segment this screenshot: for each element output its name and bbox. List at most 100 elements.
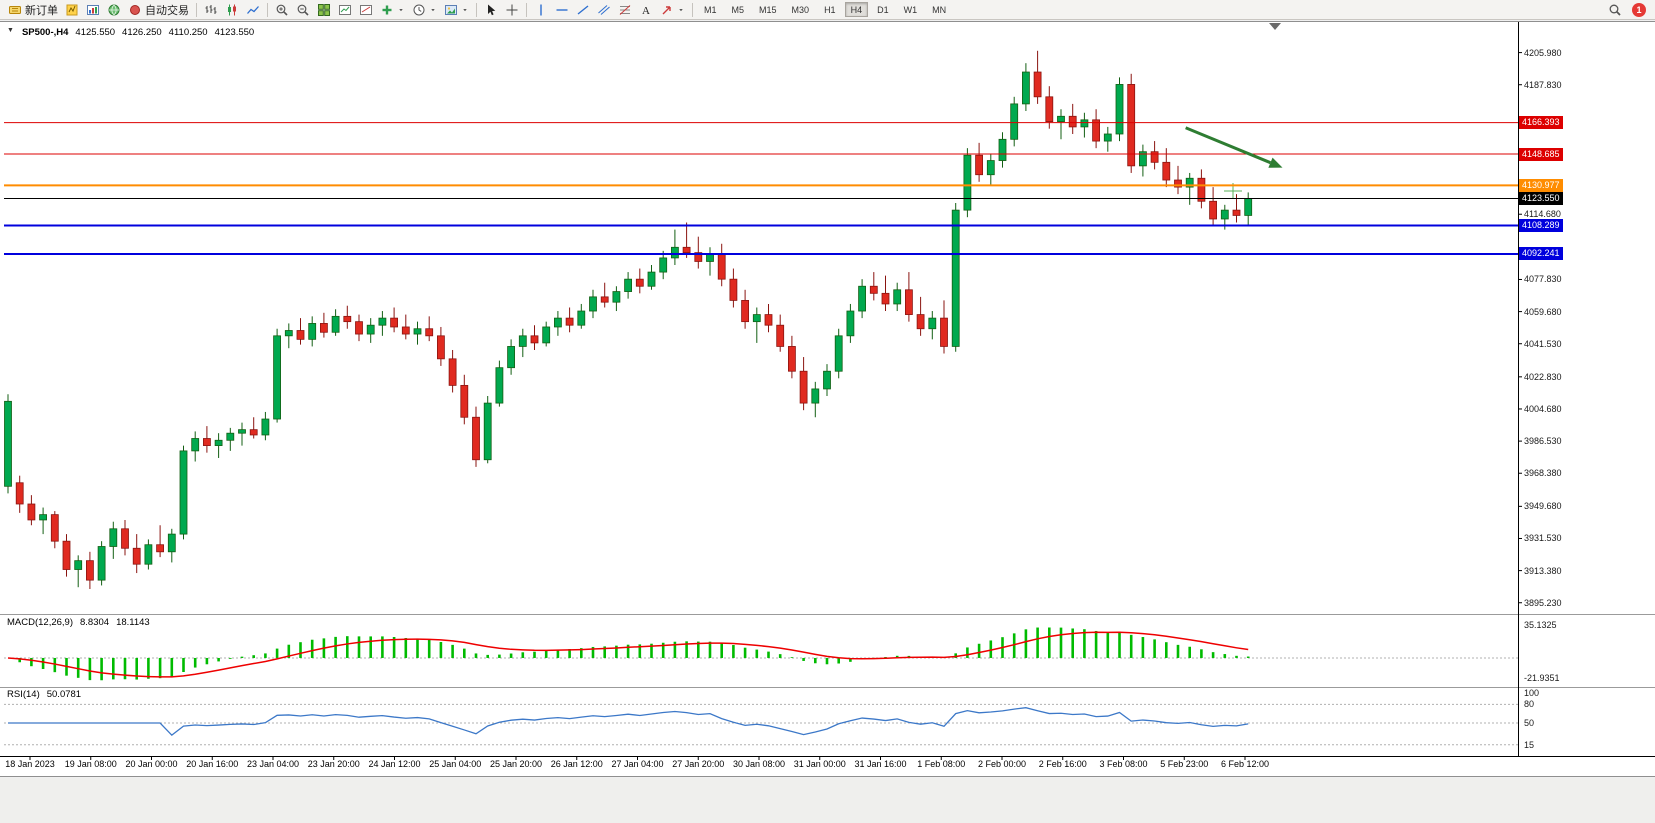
trendline-button[interactable] [573, 1, 593, 19]
rsi-level-label: 80 [1524, 699, 1535, 710]
arrow-object-icon [660, 3, 674, 17]
new-order-button[interactable]: 新订单 [5, 1, 61, 19]
candlestick-icon [225, 3, 239, 17]
price-lines[interactable] [4, 122, 1518, 255]
new-chart-button[interactable] [83, 1, 103, 19]
time-axis-label: 27 Jan 20:00 [672, 759, 725, 769]
indicators-window-button[interactable] [335, 1, 355, 19]
price-axis-label: 3986.530 [1524, 436, 1562, 447]
caret-down-icon [461, 3, 469, 17]
workspace-background [0, 778, 1655, 823]
price-axis-label: 3949.680 [1524, 501, 1562, 512]
auto-trading-button[interactable]: 自动交易 [125, 1, 192, 19]
new-chart-icon [86, 3, 100, 17]
zoom-in-button[interactable] [272, 1, 292, 19]
timeframe-m15-button[interactable]: M15 [759, 5, 777, 15]
zoom-in-icon [275, 3, 289, 17]
price-axis-label: 3913.380 [1524, 565, 1562, 576]
chart-shift-marker[interactable] [1269, 23, 1281, 30]
crosshair-button[interactable] [502, 1, 522, 19]
metaeditor-button[interactable] [62, 1, 82, 19]
price-line-label[interactable]: 4092.241 [1519, 247, 1563, 261]
timeframe-h4-button[interactable]: H4 [844, 2, 869, 17]
timeframe-mn-button[interactable]: MN [932, 5, 947, 15]
macd-signal-value: 18.1143 [116, 617, 150, 628]
templates-button[interactable] [441, 1, 472, 19]
time-axis-label: 23 Jan 04:00 [246, 759, 300, 769]
time-axis-label: 5 Feb 23:00 [1160, 759, 1209, 769]
rsi-level-label: 50 [1524, 718, 1535, 728]
trend-arrow-annotation[interactable] [1185, 126, 1283, 168]
price-line-label[interactable]: 4148.685 [1519, 147, 1563, 161]
timeframe-d1-button[interactable]: D1 [877, 5, 889, 15]
objects-list-button[interactable] [356, 1, 376, 19]
bar-chart-icon [204, 3, 218, 17]
metaeditor-icon [65, 3, 79, 17]
macd-scale-min: -21.9351 [1524, 673, 1560, 684]
vertical-line-button[interactable] [531, 1, 551, 19]
toolbar-separator [267, 2, 268, 17]
add-indicator-button[interactable] [377, 1, 408, 19]
equidistant-channel-button[interactable] [594, 1, 614, 19]
tile-windows-button[interactable] [314, 1, 334, 19]
search-button[interactable] [1605, 1, 1625, 19]
timeframe-w1-button[interactable]: W1 [903, 5, 918, 15]
horizontal-line-button[interactable] [552, 1, 572, 19]
cursor-icon [484, 3, 498, 17]
text-icon: A [639, 3, 653, 17]
profiles-button[interactable] [104, 1, 124, 19]
time-axis-label: 23 Jan 20:00 [307, 759, 360, 769]
macd-main-value: 8.8304 [80, 617, 110, 628]
rsi-name: RSI(14) [7, 689, 40, 700]
price-line-label[interactable]: 4108.289 [1519, 219, 1563, 233]
price-axis-label: 4187.830 [1524, 79, 1562, 90]
order-ticket-icon [8, 3, 22, 17]
tile-windows-icon [317, 3, 331, 17]
timeframe-m5-button[interactable]: M5 [731, 5, 745, 15]
fibonacci-button[interactable] [615, 1, 635, 19]
time-axis-label: 19 Jan 08:00 [64, 759, 117, 769]
notification-badge[interactable]: 1 [1632, 2, 1646, 17]
timeframe-m1-button[interactable]: M1 [704, 5, 717, 15]
arrows-button[interactable] [657, 1, 688, 19]
rsi-level-label: 15 [1524, 739, 1535, 750]
time-axis-label: 24 Jan 12:00 [368, 759, 421, 769]
price-axis-label: 4077.830 [1524, 274, 1562, 285]
timeframe-m30-button[interactable]: M30 [791, 5, 810, 15]
fibonacci-icon [618, 3, 632, 17]
price-line-label[interactable]: 4166.393 [1519, 116, 1563, 130]
candles-series [4, 50, 1253, 589]
line-chart-mode-button[interactable] [243, 1, 263, 19]
caret-down-icon [397, 3, 405, 17]
text-label-button[interactable]: A [636, 1, 656, 19]
cursor-button[interactable] [481, 1, 501, 19]
periods-button[interactable] [409, 1, 440, 19]
rsi-value: 50.0781 [46, 689, 82, 700]
svg-text:A: A [642, 5, 650, 17]
rsi-line [8, 707, 1249, 737]
zoom-out-button[interactable] [293, 1, 313, 19]
time-axis-label: 25 Jan 04:00 [429, 759, 482, 769]
time-axis-label: 18 Jan 2023 [5, 759, 55, 769]
template-icon [444, 3, 458, 17]
chart-ohlc-header: ▼ SP500-,H4 4125.550 4126.250 4110.250 4… [7, 27, 254, 38]
price-line-label[interactable]: 4123.550 [1519, 192, 1563, 206]
clock-icon [412, 3, 426, 17]
price-axis-label: 3968.380 [1524, 468, 1562, 479]
price-axis-label: 3895.230 [1524, 597, 1562, 608]
bar-chart-mode-button[interactable] [201, 1, 221, 19]
price-line-label[interactable]: 4130.977 [1519, 178, 1563, 192]
one-click-trading-toggle[interactable]: ▼ [7, 27, 14, 34]
indicators-icon [338, 3, 352, 17]
price-axis-label: 3931.530 [1524, 533, 1562, 544]
candlestick-mode-button[interactable] [222, 1, 242, 19]
time-axis-label: 3 Feb 08:00 [1099, 759, 1148, 769]
low-value: 4110.250 [168, 27, 208, 38]
price-axis-label: 4114.680 [1524, 209, 1561, 220]
time-axis-label: 20 Jan 00:00 [125, 759, 178, 769]
timeframe-h1-button[interactable]: H1 [824, 5, 836, 15]
open-value: 4125.550 [75, 27, 116, 38]
zoom-out-icon [296, 3, 310, 17]
